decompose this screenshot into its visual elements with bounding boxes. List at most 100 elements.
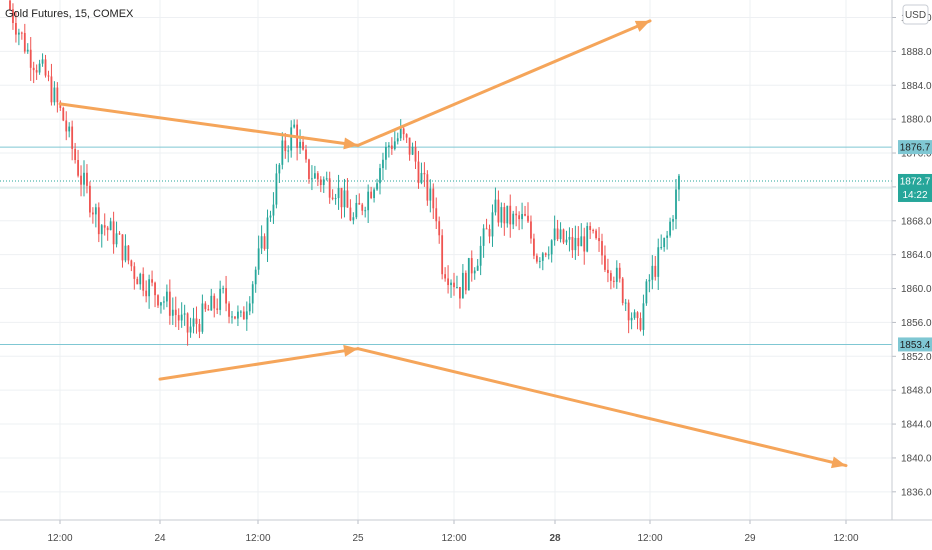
candle-body[interactable] [17, 32, 20, 35]
candle-body[interactable] [228, 303, 230, 317]
candle-body[interactable] [660, 247, 663, 249]
candle-body[interactable] [260, 236, 263, 249]
candle-body[interactable] [358, 202, 361, 205]
candle-body[interactable] [213, 295, 216, 309]
candle-body[interactable] [568, 236, 571, 240]
candle-body[interactable] [313, 173, 316, 179]
candle-body[interactable] [248, 303, 251, 312]
candle-body[interactable] [65, 120, 68, 132]
candle-body[interactable] [29, 49, 32, 68]
candle-body[interactable] [485, 228, 488, 230]
candle-body[interactable] [373, 189, 375, 199]
candle-body[interactable] [290, 127, 293, 151]
candle-body[interactable] [414, 146, 417, 162]
candle-body[interactable] [562, 229, 565, 243]
bullish-projection[interactable] [58, 19, 652, 150]
candle-body[interactable] [645, 281, 648, 304]
candle-body[interactable] [242, 311, 245, 320]
candle-body[interactable] [352, 217, 355, 221]
candle-body[interactable] [322, 179, 325, 186]
candle-body[interactable] [177, 315, 180, 321]
candle-body[interactable] [115, 233, 118, 245]
candle-body[interactable] [257, 248, 260, 270]
candle-body[interactable] [32, 67, 35, 71]
currency-label[interactable]: USD [905, 10, 926, 21]
candle-body[interactable] [429, 188, 432, 201]
candle-body[interactable] [533, 238, 535, 256]
candle-body[interactable] [515, 213, 518, 216]
candle-body[interactable] [615, 267, 618, 282]
candle-body[interactable] [494, 199, 497, 213]
candle-body[interactable] [121, 234, 124, 261]
candle-body[interactable] [565, 239, 568, 243]
candle-body[interactable] [509, 205, 512, 225]
candle-body[interactable] [598, 238, 600, 242]
candle-body[interactable] [521, 213, 523, 220]
candle-body[interactable] [633, 312, 636, 318]
candle-body[interactable] [186, 313, 189, 333]
candle-body[interactable] [612, 280, 615, 282]
candle-body[interactable] [503, 207, 506, 224]
candle-body[interactable] [325, 178, 328, 180]
candle-body[interactable] [473, 270, 476, 274]
candle-body[interactable] [340, 187, 343, 208]
candle-body[interactable] [278, 164, 281, 174]
candle-body[interactable] [198, 323, 201, 332]
candle-body[interactable] [35, 70, 38, 73]
candle-body[interactable] [20, 32, 23, 34]
candle-body[interactable] [355, 202, 358, 218]
candle-body[interactable] [38, 63, 41, 73]
candle-body[interactable] [571, 236, 574, 251]
candle-body[interactable] [535, 255, 538, 262]
candle-body[interactable] [672, 219, 674, 222]
candle-body[interactable] [245, 311, 248, 320]
candle-body[interactable] [518, 215, 521, 220]
candle-body[interactable] [47, 75, 50, 77]
candle-body[interactable] [399, 128, 402, 139]
candle-body[interactable] [53, 87, 56, 103]
candle-body[interactable] [438, 221, 441, 236]
candle-body[interactable] [361, 204, 364, 211]
candle-body[interactable] [299, 141, 301, 148]
bearish-projection[interactable] [158, 344, 848, 469]
candle-body[interactable] [482, 228, 485, 246]
candle-body[interactable] [331, 197, 334, 199]
candle-body[interactable] [559, 229, 562, 240]
candle-body[interactable] [68, 126, 71, 132]
candle-body[interactable] [601, 241, 603, 256]
candle-body[interactable] [337, 187, 340, 199]
candle-body[interactable] [210, 295, 213, 311]
candle-body[interactable] [669, 221, 671, 236]
candle-body[interactable] [583, 236, 586, 252]
candle-body[interactable] [334, 198, 337, 200]
candle-body[interactable] [281, 140, 284, 165]
candle-body[interactable] [470, 258, 473, 274]
candle-body[interactable] [12, 9, 14, 24]
candle-body[interactable] [618, 267, 621, 279]
candle-body[interactable] [83, 172, 85, 185]
candle-body[interactable] [500, 207, 503, 223]
candle-body[interactable] [183, 313, 186, 315]
candle-body[interactable] [204, 303, 207, 310]
candle-body[interactable] [308, 159, 310, 180]
candle-body[interactable] [103, 225, 106, 228]
candle-body[interactable] [269, 215, 272, 218]
candle-body[interactable] [254, 269, 257, 285]
candle-body[interactable] [393, 141, 396, 150]
candle-body[interactable] [157, 295, 159, 306]
candle-body[interactable] [62, 107, 65, 121]
candle-body[interactable] [524, 213, 526, 216]
candle-body[interactable] [148, 279, 151, 297]
candle-body[interactable] [476, 265, 479, 271]
candle-body[interactable] [423, 172, 426, 175]
candle-body[interactable] [376, 183, 378, 190]
candle-body[interactable] [364, 210, 367, 212]
candle-body[interactable] [527, 215, 529, 222]
candle-body[interactable] [163, 301, 165, 303]
candle-body[interactable] [479, 245, 482, 266]
candle-body[interactable] [343, 190, 346, 208]
candle-body[interactable] [453, 282, 455, 288]
candle-body[interactable] [130, 260, 133, 267]
candle-body[interactable] [435, 208, 438, 222]
